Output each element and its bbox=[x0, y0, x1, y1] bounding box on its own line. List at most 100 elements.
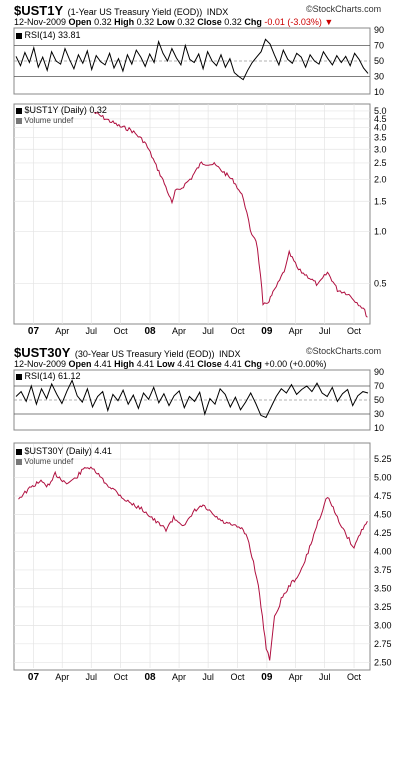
price-tick-label: 4.25 bbox=[374, 528, 392, 538]
rsi-label: RSI(14) 33.81 bbox=[24, 30, 81, 40]
x-tick-label: Apr bbox=[55, 672, 69, 682]
brand-logo[interactable]: ©StockCharts.com bbox=[306, 346, 381, 356]
quote-date: 12-Nov-2009 bbox=[14, 17, 67, 27]
x-tick-label: Oct bbox=[114, 672, 129, 682]
close-value: 0.32 bbox=[224, 17, 242, 27]
price-line bbox=[93, 111, 368, 318]
rsi-tick-label: 10 bbox=[374, 423, 384, 433]
volume-label: Volume undef bbox=[24, 116, 74, 125]
quote-date: 12-Nov-2009 bbox=[14, 359, 67, 369]
volume-legend: Volume undef bbox=[16, 116, 73, 125]
price-line bbox=[18, 466, 368, 661]
open-label: Open bbox=[68, 359, 92, 369]
close-label: Close bbox=[197, 359, 222, 369]
price-tick-label: 3.25 bbox=[374, 602, 392, 612]
x-tick-label: Oct bbox=[347, 672, 362, 682]
x-tick-label: Apr bbox=[172, 672, 186, 682]
price-label: $UST1Y (Daily) 0.32 bbox=[24, 105, 107, 115]
brand-text: ©StockCharts.com bbox=[306, 346, 382, 356]
symbol: $UST30Y bbox=[14, 345, 71, 360]
quote-line: 12-Nov-2009 Open 4.41 High 4.41 Low 4.41… bbox=[14, 359, 326, 369]
x-tick-label: Jul bbox=[202, 672, 214, 682]
open-label: Open bbox=[68, 17, 92, 27]
x-tick-label: Jul bbox=[202, 326, 214, 336]
chg-label: Chg bbox=[244, 359, 262, 369]
rsi-line bbox=[15, 379, 369, 419]
x-tick-label: 09 bbox=[261, 326, 273, 337]
price-tick-label: 1.5 bbox=[374, 196, 387, 206]
price-panel-frame bbox=[13, 442, 371, 671]
price-legend: $UST30Y (Daily) 4.41 bbox=[16, 446, 112, 456]
rsi-tick-labels: 10 30 50 70 90 bbox=[374, 25, 384, 97]
legend-swatch-icon bbox=[16, 107, 22, 114]
x-axis-labels: 07 Apr Jul Oct 08 Apr Jul Oct 09 Apr Jul Oct bbox=[28, 672, 362, 683]
close-label: Close bbox=[197, 17, 222, 27]
chart-2-title: $UST30Y (30-Year US Treasury Yield (EOD)… bbox=[14, 344, 241, 362]
rsi-tick-label: 30 bbox=[374, 72, 384, 82]
volume-bars-icon bbox=[16, 117, 22, 124]
price-tick-label: 2.5 bbox=[374, 158, 387, 168]
low-label: Low bbox=[156, 17, 175, 27]
high-value: 0.32 bbox=[136, 17, 155, 27]
rsi-tick-label: 50 bbox=[374, 56, 384, 66]
volume-bars-icon bbox=[16, 458, 22, 465]
x-tick-label: Jul bbox=[319, 326, 331, 336]
price-tick-label: 2.50 bbox=[374, 657, 392, 667]
rsi-tick-label: 90 bbox=[374, 25, 384, 35]
description: (1-Year US Treasury Yield (EOD)) bbox=[67, 7, 203, 17]
x-tick-label: Oct bbox=[114, 326, 129, 336]
rsi-legend: RSI(14) 61.12 bbox=[16, 371, 81, 381]
rsi-line bbox=[15, 38, 369, 81]
price-tick-label: 4.5 bbox=[374, 114, 387, 124]
price-tick-label: 1.0 bbox=[374, 227, 387, 237]
open-value: 4.41 bbox=[94, 359, 112, 369]
rsi-tick-label: 10 bbox=[374, 87, 384, 97]
rsi-tick-label: 70 bbox=[374, 381, 384, 391]
chg-down-icon: ▼ bbox=[324, 17, 334, 27]
x-tick-label: 07 bbox=[28, 672, 40, 683]
rsi-grid bbox=[14, 385, 370, 415]
price-tick-label: 4.0 bbox=[374, 123, 387, 133]
price-tick-label: 3.00 bbox=[374, 620, 392, 630]
price-tick-label: 3.75 bbox=[374, 565, 392, 575]
description: (30-Year US Treasury Yield (EOD)) bbox=[74, 349, 215, 359]
price-tick-label: 5.25 bbox=[374, 454, 392, 464]
exchange: INDX bbox=[219, 349, 241, 359]
chart-1-title: $UST1Y (1-Year US Treasury Yield (EOD)) … bbox=[14, 2, 228, 20]
exchange: INDX bbox=[206, 7, 229, 17]
price-tick-label: 2.75 bbox=[374, 639, 392, 649]
price-tick-label: 5.0 bbox=[374, 106, 387, 116]
chart-1-svg: 10 30 50 70 90 0.5 1.0 1.5 2.0 2.5 3.03.54.04.55.… bbox=[13, 25, 387, 337]
volume-label: Volume undef bbox=[24, 457, 74, 466]
legend-swatch-icon bbox=[16, 448, 22, 455]
x-tick-label: Jul bbox=[86, 672, 98, 682]
price-grid bbox=[14, 104, 370, 324]
rsi-tick-label: 90 bbox=[374, 367, 384, 377]
x-tick-label: Apr bbox=[289, 672, 303, 682]
rsi-tick-label: 70 bbox=[374, 41, 384, 51]
brand-text: ©StockCharts.com bbox=[306, 4, 382, 14]
price-panel-frame bbox=[13, 103, 371, 325]
x-tick-label: Apr bbox=[55, 326, 69, 336]
price-grid bbox=[14, 444, 370, 668]
low-value: 0.32 bbox=[177, 17, 195, 27]
rsi-tick-labels: 10 30 50 70 90 bbox=[374, 367, 384, 433]
rsi-legend: RSI(14) 33.81 bbox=[16, 30, 81, 40]
high-value: 4.41 bbox=[136, 359, 155, 369]
chg-value: +0.00 (+0.00%) bbox=[264, 359, 327, 369]
symbol: $UST1Y bbox=[14, 3, 64, 18]
x-tick-label: Oct bbox=[230, 672, 245, 682]
price-tick-labels: 0.5 1.0 1.5 2.0 2.5 3.03.54.04.55.0 bbox=[374, 106, 387, 289]
price-tick-label: 0.5 bbox=[374, 279, 387, 289]
chart-2-svg: 10 30 50 70 90 2.50 2.75 3.00 3.25 3.50 3.75 4.00 4… bbox=[13, 367, 392, 683]
low-label: Low bbox=[156, 359, 175, 369]
legend-swatch-icon bbox=[16, 373, 22, 380]
x-tick-label: 08 bbox=[144, 326, 156, 337]
brand-logo[interactable]: ©StockCharts.com bbox=[306, 4, 381, 14]
price-tick-label: 4.50 bbox=[374, 510, 392, 520]
low-value: 4.41 bbox=[177, 359, 195, 369]
price-label: $UST30Y (Daily) 4.41 bbox=[24, 446, 112, 456]
x-tick-label: Oct bbox=[347, 326, 362, 336]
price-tick-label: 2.0 bbox=[374, 175, 387, 185]
chg-label: Chg bbox=[244, 17, 262, 27]
